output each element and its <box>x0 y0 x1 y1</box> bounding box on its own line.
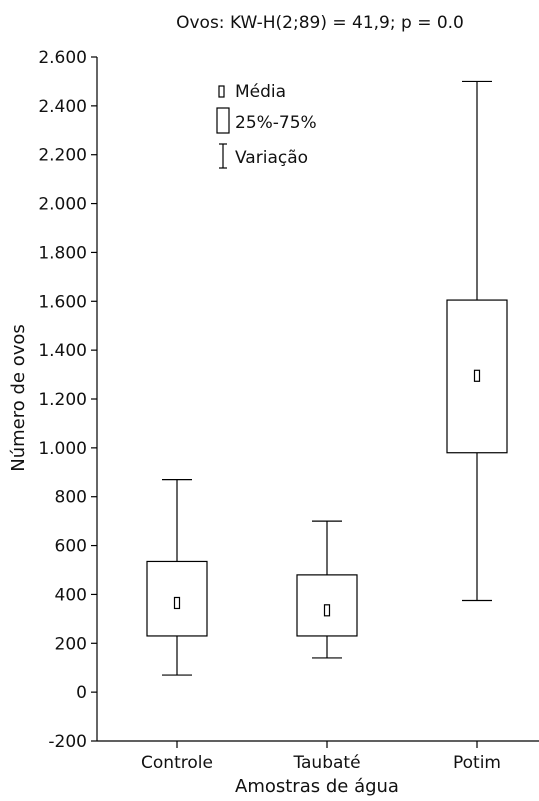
y-axis-title: Número de ovos <box>8 324 29 472</box>
x-axis-title: Amostras de água <box>235 776 399 797</box>
chart-title: Ovos: KW-H(2;89) = 41,9; p = 0.0 <box>176 13 464 33</box>
x-tick-label: Controle <box>141 753 213 773</box>
y-tick-label: 2.200 <box>38 146 87 166</box>
median-marker <box>473 369 481 382</box>
y-tick-label: 800 <box>55 488 87 508</box>
y-tick-label: 2.400 <box>38 97 87 117</box>
median-marker <box>323 604 331 617</box>
x-tick-label: Potim <box>453 753 501 773</box>
y-tick-label: 400 <box>55 585 87 605</box>
x-tick-label: Taubaté <box>292 753 360 773</box>
y-tick-label: 200 <box>55 634 87 654</box>
median-marker <box>173 596 181 610</box>
y-tick-label: 1.400 <box>38 341 87 361</box>
y-tick-label: 1.800 <box>38 243 87 263</box>
y-tick-label: 1.600 <box>38 292 87 312</box>
y-tick-label: -200 <box>48 732 87 752</box>
y-tick-label: 1.000 <box>38 439 87 459</box>
legend-label-media: Média <box>235 82 286 102</box>
y-tick-label: 600 <box>55 537 87 557</box>
y-tick-label: 0 <box>76 683 87 703</box>
y-axis: -200 0 200 400 600 800 1.000 1.200 1.400 1.600 1.8… <box>38 48 98 752</box>
y-tick-label: 1.200 <box>38 390 87 410</box>
plot-area <box>146 80 508 676</box>
legend-median-icon <box>218 85 225 98</box>
legend-label-range: Variação <box>235 148 308 168</box>
y-tick-label: 2.600 <box>38 48 87 68</box>
y-tick-label: 2.000 <box>38 195 87 215</box>
legend-label-quartiles: 25%-75% <box>235 113 317 133</box>
legend-range-icon <box>219 143 227 169</box>
x-axis: Controle Taubaté Potim <box>97 740 539 773</box>
legend-box-icon <box>216 107 230 134</box>
legend: Média 25%-75% Variação <box>216 82 317 169</box>
